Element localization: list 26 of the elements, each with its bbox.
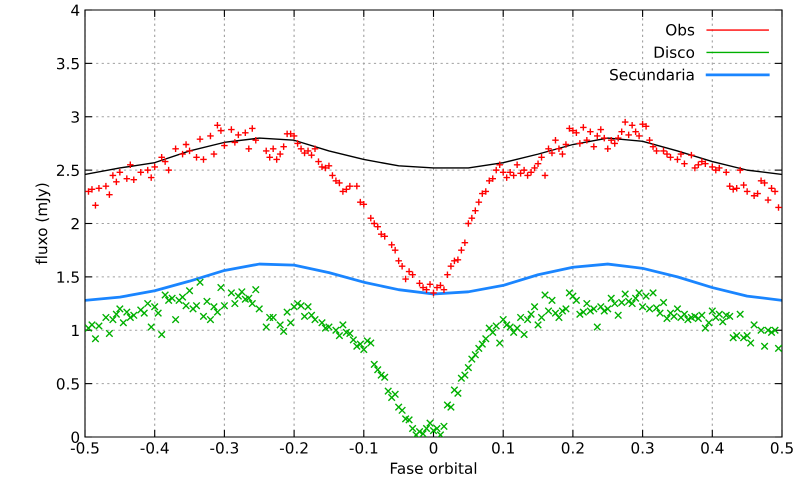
y-tick-label: 0 — [71, 431, 80, 444]
y-tick-label: 2.5 — [56, 164, 79, 176]
x-tick-label: -0.1 — [350, 442, 378, 454]
legend-label: Secundaria — [610, 68, 694, 80]
x-tick-label: 0.1 — [492, 442, 514, 454]
x-tick-label: -0.2 — [280, 442, 308, 454]
x-axis-title: Fase orbital — [390, 462, 476, 474]
y-axis-title: fluxo (mJy) — [36, 184, 50, 264]
y-tick-label: 3.5 — [57, 58, 79, 70]
x-tick-label: -0.4 — [140, 442, 169, 454]
y-tick-label: 0.5 — [56, 378, 79, 390]
y-tick-label: 2 — [72, 218, 79, 230]
legend-label: Obs — [666, 24, 694, 36]
x-tick-label: -0.3 — [210, 442, 238, 454]
y-tick-label: 3 — [72, 111, 79, 123]
x-tick-label: 0.5 — [770, 442, 793, 454]
x-tick-label: 0.4 — [701, 442, 724, 454]
line-series — [85, 262, 782, 302]
y-tick-label: 4 — [71, 4, 80, 16]
y-tick-label: 1 — [72, 324, 79, 336]
y-tick-label: 1.5 — [58, 272, 79, 283]
x-tick-label: -0.5 — [70, 442, 99, 454]
x-tick-label: 0.3 — [631, 442, 654, 454]
x-tick-label: 0 — [430, 442, 438, 454]
x-tick-label: 0.2 — [562, 442, 584, 454]
legend-label: Disco — [654, 46, 694, 58]
